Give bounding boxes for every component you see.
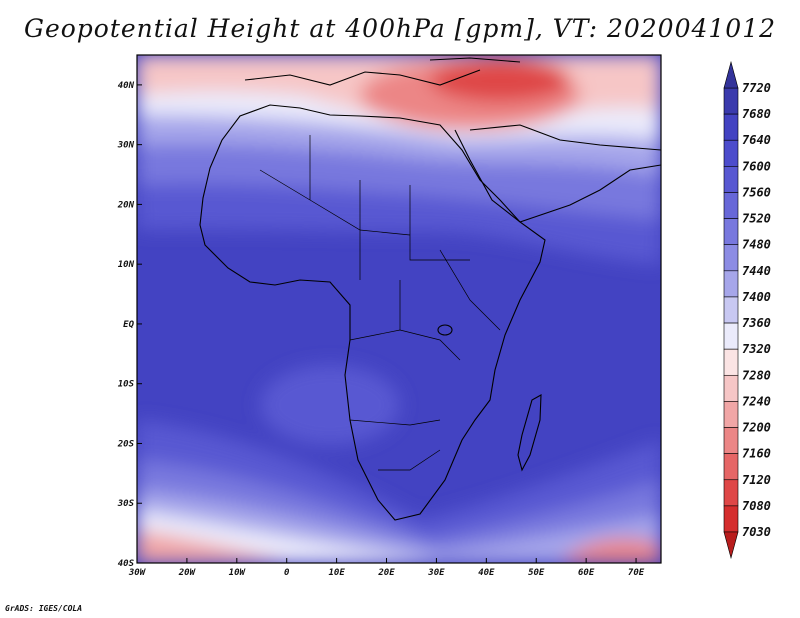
lon-tick-label: 30E xyxy=(427,568,445,578)
lon-tick-label: 10E xyxy=(328,568,345,578)
colorbar-label: 7080 xyxy=(742,499,771,513)
grads-credit: GrADS: IGES/COLA xyxy=(5,604,83,613)
colorbar-label: 7280 xyxy=(742,368,771,382)
longitude-axis: 30W 20W 10W 0 10E 20E 30E 40E 50E 60E 70E xyxy=(128,558,645,578)
lon-tick-label: 50E xyxy=(528,568,545,578)
lat-tick-label: 10N xyxy=(118,260,135,270)
colorbar-segment xyxy=(723,453,739,481)
colorbar-bottom-arrow xyxy=(723,531,739,560)
colorbar-label: 7160 xyxy=(742,447,771,461)
colorbar-label: 7440 xyxy=(742,264,771,278)
coastlines xyxy=(199,57,661,521)
lat-tick-label: 30N xyxy=(117,141,135,151)
colorbar-label: 7240 xyxy=(742,394,771,408)
colorbar-segment xyxy=(723,374,739,402)
colorbar-segment xyxy=(723,505,739,533)
lon-tick-label: 10W xyxy=(229,568,247,578)
colorbar-label: 7320 xyxy=(742,342,771,356)
colorbar-label: 7640 xyxy=(742,133,771,147)
colorbar-label: 7680 xyxy=(742,107,771,121)
colorbar-segment xyxy=(723,296,739,324)
lat-tick-label: 40N xyxy=(118,81,135,91)
colorbar-label: 7120 xyxy=(742,473,771,487)
lon-tick-label: 20W xyxy=(178,568,197,578)
plot-frame xyxy=(136,54,662,564)
colorbar-label: 7480 xyxy=(742,238,771,252)
map-title: Geopotential Height at 400hPa [gpm], VT:… xyxy=(23,14,777,43)
colorbar-label: 7360 xyxy=(742,316,771,330)
colorbar-segment xyxy=(723,270,739,298)
colorbar-segment xyxy=(723,401,739,428)
colorbar-segment xyxy=(723,192,739,219)
lon-tick-label: 70E xyxy=(628,568,645,578)
colorbar-segment xyxy=(723,113,739,141)
colorbar-top-arrow xyxy=(723,60,739,89)
colorbar-segment xyxy=(723,479,739,507)
colorbar-segment xyxy=(723,166,739,193)
lon-tick-label: 30W xyxy=(128,568,147,578)
colorbar-segment xyxy=(723,139,739,167)
colorbar-segment xyxy=(723,322,739,350)
colorbar-label: 7520 xyxy=(742,212,771,226)
colorbar-label: 7400 xyxy=(742,290,771,304)
colorbar-label: 7200 xyxy=(742,421,771,435)
lon-tick-label: 60E xyxy=(578,568,595,578)
colorbar-label: 7030 xyxy=(742,525,771,539)
lon-tick-label: 40E xyxy=(478,568,495,578)
colorbar: 7720 7680 7640 7600 7560 7520 7480 7440 7400 7360… xyxy=(723,60,771,560)
country-borders xyxy=(259,135,501,471)
lat-tick-label: 10S xyxy=(118,380,135,390)
lon-tick-label: 0 xyxy=(284,568,290,578)
latitude-axis: 40N 30N 20N 10N EQ 10S 20S 30S 40S xyxy=(117,81,142,569)
lat-tick-label: 40S xyxy=(118,559,135,569)
lat-tick-label: 30S xyxy=(117,499,135,509)
height-field xyxy=(137,55,661,563)
colorbar-label: 7720 xyxy=(742,81,771,95)
colorbar-segment xyxy=(723,87,739,115)
lat-tick-label: 20N xyxy=(117,200,135,210)
colorbar-segment xyxy=(723,218,739,246)
lat-tick-label: 20S xyxy=(117,439,135,449)
lat-tick-label: EQ xyxy=(123,320,134,330)
lon-tick-label: 20E xyxy=(377,568,395,578)
colorbar-label: 7600 xyxy=(742,159,771,173)
colorbar-segment xyxy=(723,427,739,454)
colorbar-label: 7560 xyxy=(742,185,771,199)
colorbar-segment xyxy=(723,348,739,376)
colorbar-segment xyxy=(723,244,739,272)
